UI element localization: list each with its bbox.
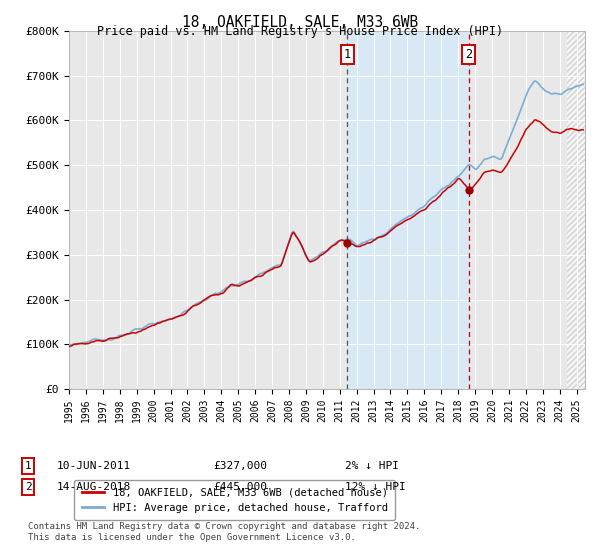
Text: £445,000: £445,000: [213, 482, 267, 492]
Text: 10-JUN-2011: 10-JUN-2011: [57, 461, 131, 471]
Text: 2: 2: [465, 48, 472, 60]
Text: 2: 2: [25, 482, 32, 492]
Text: 12% ↓ HPI: 12% ↓ HPI: [345, 482, 406, 492]
Text: Contains HM Land Registry data © Crown copyright and database right 2024.
This d: Contains HM Land Registry data © Crown c…: [28, 522, 421, 542]
Text: 18, OAKFIELD, SALE, M33 6WB: 18, OAKFIELD, SALE, M33 6WB: [182, 15, 418, 30]
Bar: [567, 31, 585, 389]
Bar: [347, 31, 469, 389]
Text: 1: 1: [344, 48, 351, 60]
Text: 14-AUG-2018: 14-AUG-2018: [57, 482, 131, 492]
Text: 2% ↓ HPI: 2% ↓ HPI: [345, 461, 399, 471]
Bar: [567, 31, 585, 389]
Legend: 18, OAKFIELD, SALE, M33 6WB (detached house), HPI: Average price, detached house: 18, OAKFIELD, SALE, M33 6WB (detached ho…: [74, 480, 395, 520]
Text: £327,000: £327,000: [213, 461, 267, 471]
Text: Price paid vs. HM Land Registry's House Price Index (HPI): Price paid vs. HM Land Registry's House …: [97, 25, 503, 38]
Text: 1: 1: [25, 461, 32, 471]
